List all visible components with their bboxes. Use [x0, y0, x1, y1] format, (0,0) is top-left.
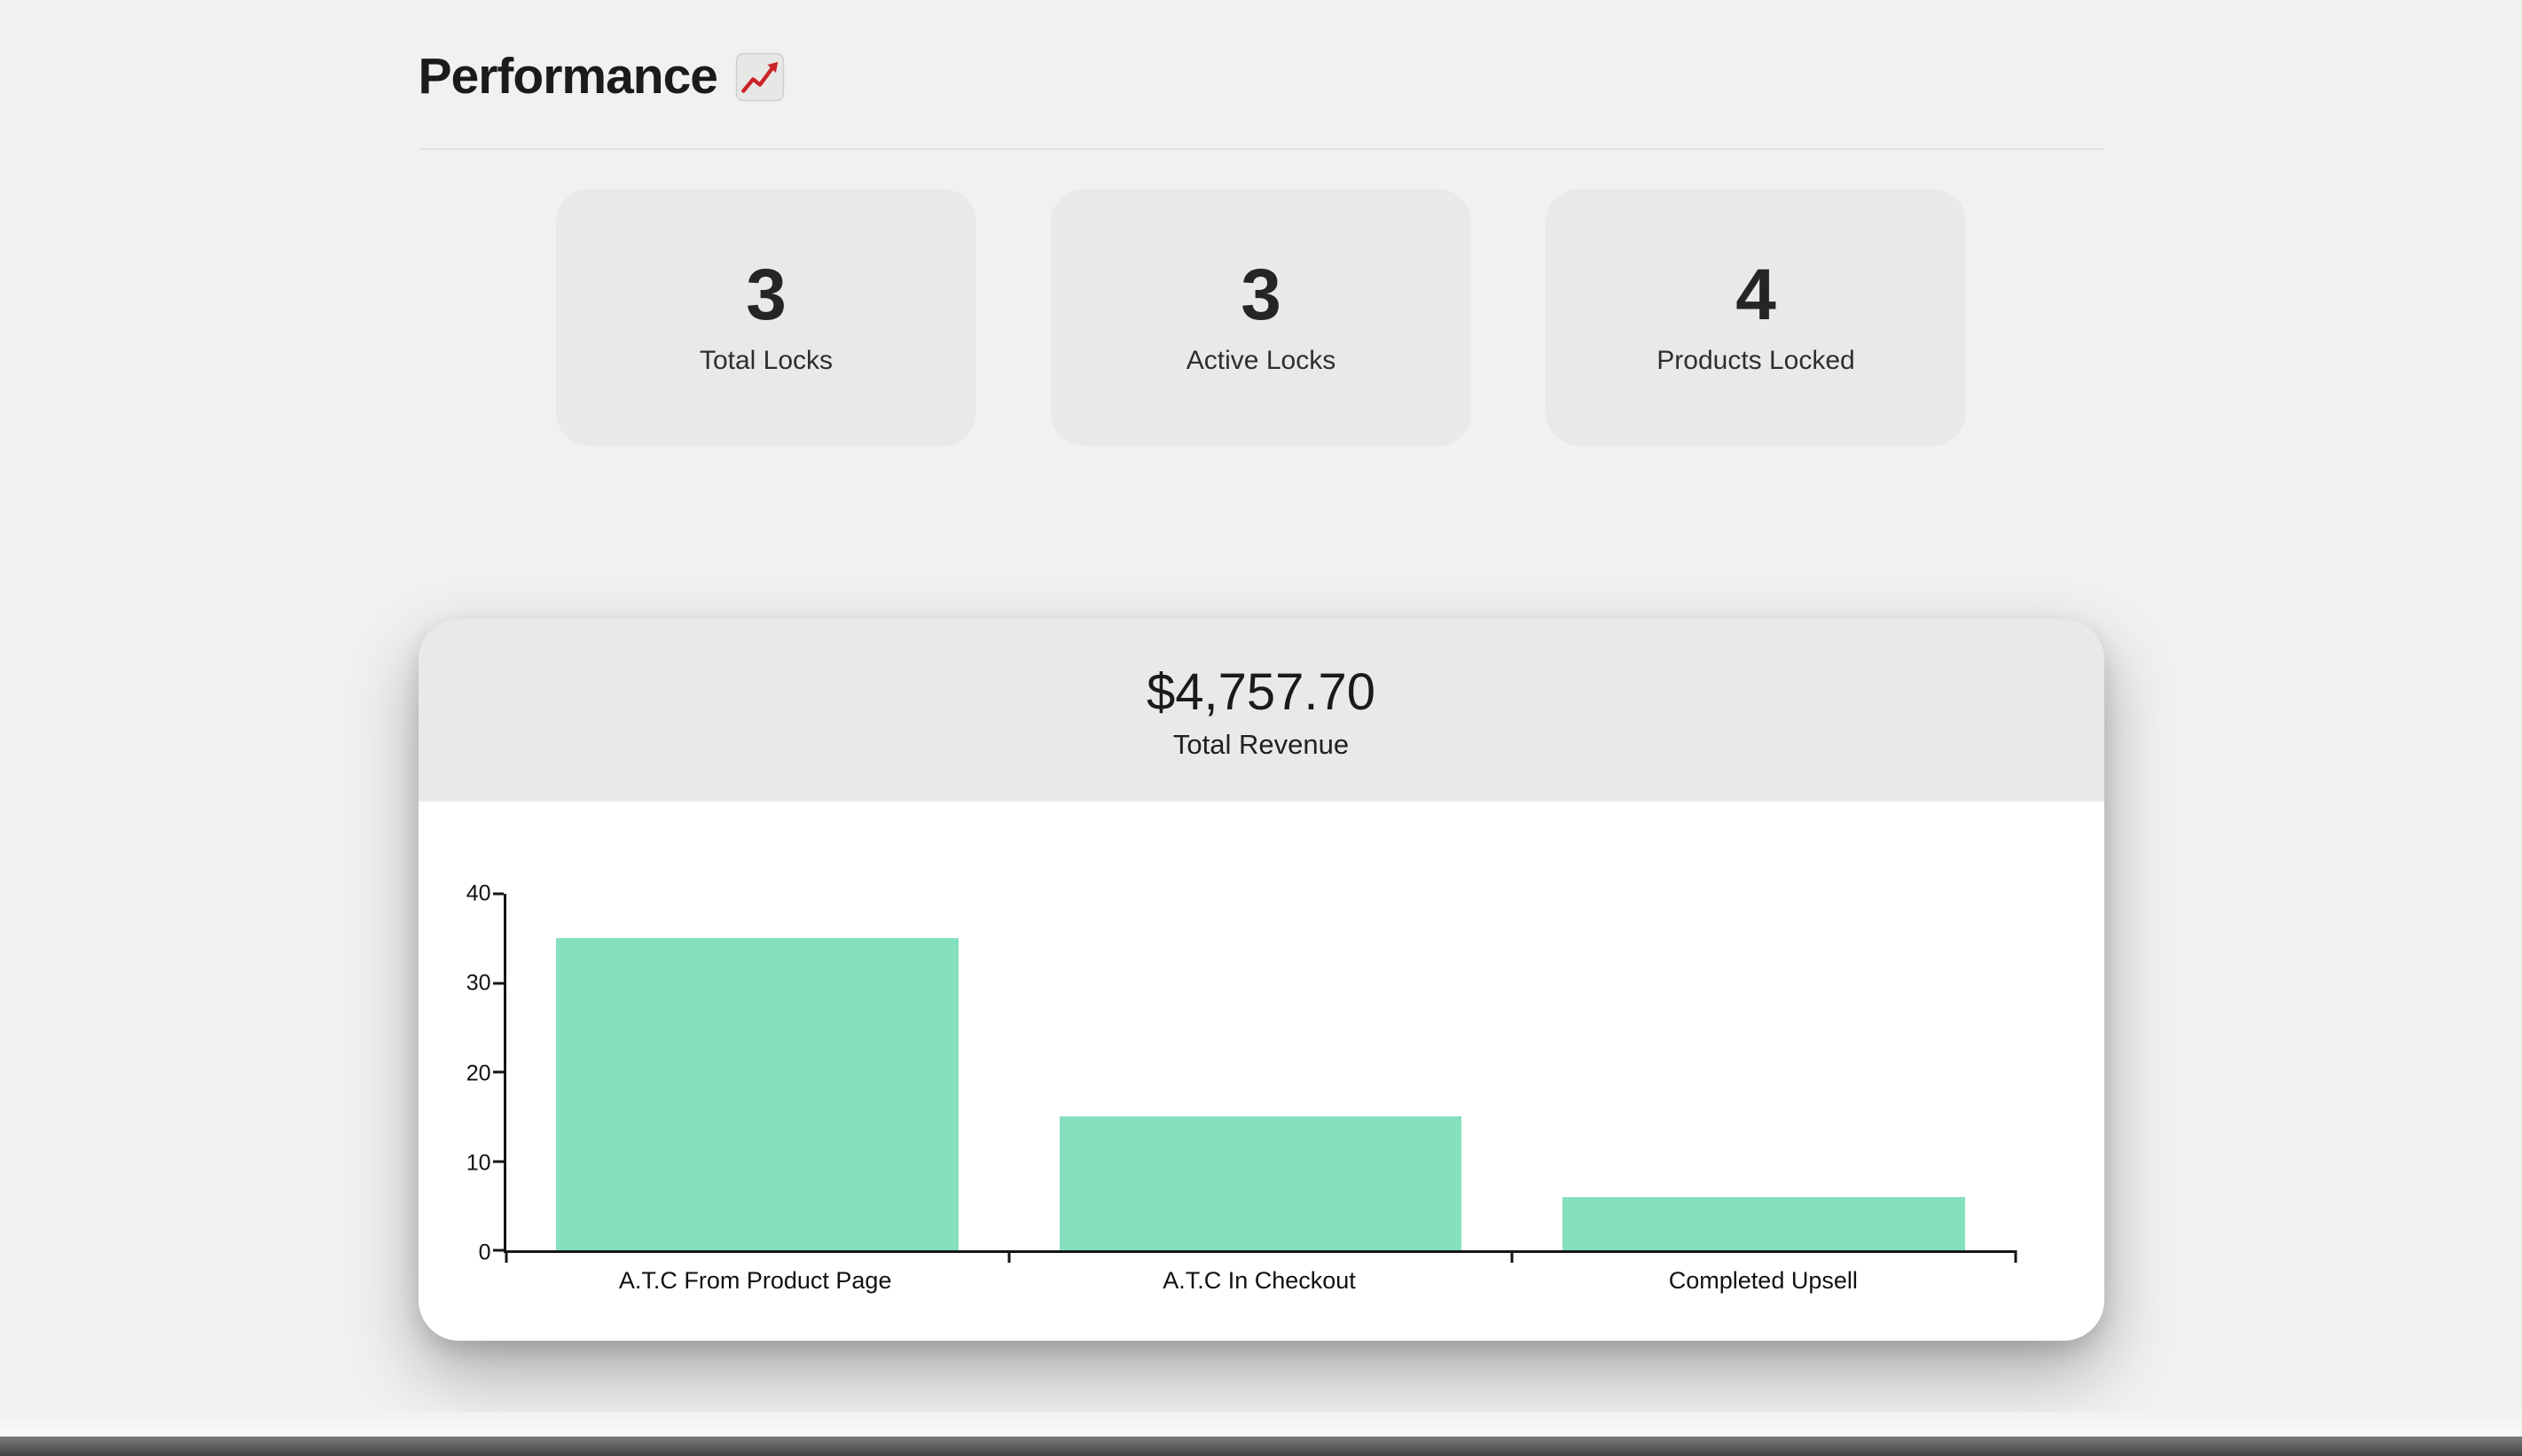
performance-page: Performance 3 Total Locks 3 Active Locks…	[418, 0, 2104, 1341]
y-tick-label: 30	[466, 970, 491, 996]
conversion-bar-chart: 0 10 20 30 40 A.T.C From Product Page A.T.C I…	[436, 882, 2017, 1295]
bottom-dark-strip	[0, 1436, 2522, 1456]
revenue-header: $4,757.70 Total Revenue	[418, 619, 2104, 802]
stat-card-products-locked: 4 Products Locked	[1546, 189, 1966, 446]
y-tick-mark	[492, 1249, 504, 1252]
x-tick-mark	[505, 1250, 507, 1263]
stat-value-total-locks: 3	[746, 254, 787, 335]
chart-panel: 0 10 20 30 40 A.T.C From Product Page A.T.C I…	[418, 802, 2104, 1341]
stat-label-total-locks: Total Locks	[699, 346, 834, 375]
axis-corner-spacer	[436, 1253, 504, 1254]
bottom-glow	[0, 1412, 2522, 1436]
x-tick-label: Completed Upsell	[1668, 1267, 1858, 1294]
page-bottom-edge	[0, 1412, 2522, 1456]
y-axis-labels: 0 10 20 30 40	[436, 882, 504, 1264]
bars	[506, 894, 2016, 1250]
total-revenue-label: Total Revenue	[1172, 729, 1350, 760]
chart-increasing-emoji-icon	[735, 52, 785, 101]
stat-card-total-locks: 3 Total Locks	[556, 189, 976, 446]
plot-area	[492, 892, 2017, 1263]
stat-value-products-locked: 4	[1735, 254, 1776, 335]
bar-slot	[506, 894, 1009, 1250]
y-tick-label: 40	[466, 881, 491, 906]
revenue-card: $4,757.70 Total Revenue 0 10 20 30 40 A.T.C …	[418, 619, 2104, 1341]
y-tick-mark	[492, 1160, 504, 1162]
bar-slot	[1512, 894, 2015, 1250]
x-tick-label: A.T.C In Checkout	[1163, 1267, 1356, 1294]
y-tick-mark	[492, 892, 504, 896]
stat-value-active-locks: 3	[1241, 254, 1281, 335]
total-revenue-amount: $4,757.70	[1146, 663, 1376, 721]
x-tick-mark	[1510, 1250, 1514, 1263]
x-tick-mark	[2014, 1250, 2017, 1263]
x-tick-label: A.T.C From Product Page	[618, 1267, 892, 1294]
y-tick-label: 10	[466, 1150, 491, 1176]
stat-card-active-locks: 3 Active Locks	[1051, 189, 1471, 446]
y-tick-mark	[492, 1070, 504, 1074]
page-title: Performance	[418, 48, 718, 105]
stat-label-products-locked: Products Locked	[1657, 346, 1855, 375]
bar-2	[1562, 1196, 1965, 1250]
x-tick-mark	[1007, 1250, 1011, 1263]
y-tick-mark	[492, 982, 504, 984]
page-header: Performance	[418, 48, 2104, 150]
bar-1	[1059, 1116, 1462, 1250]
y-tick-label: 20	[466, 1061, 491, 1085]
x-axis-labels: A.T.C From Product Page A.T.C In Checkout…	[504, 1267, 2016, 1295]
bar-slot	[1009, 894, 1512, 1250]
y-tick-label: 0	[478, 1240, 491, 1265]
bar-0	[556, 938, 959, 1250]
stat-label-active-locks: Active Locks	[1186, 346, 1336, 375]
stats-row: 3 Total Locks 3 Active Locks 4 Products …	[419, 189, 2104, 446]
